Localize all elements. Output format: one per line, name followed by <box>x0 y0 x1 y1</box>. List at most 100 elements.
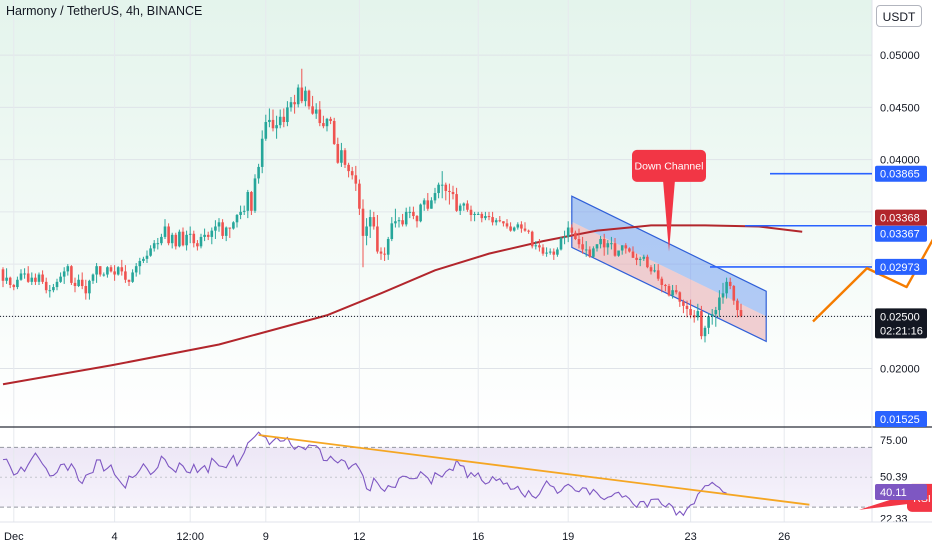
candle-body[interactable] <box>714 310 718 315</box>
candle-body[interactable] <box>228 227 232 229</box>
currency-unit-button[interactable]: USDT <box>876 5 922 27</box>
candle-body[interactable] <box>584 249 588 251</box>
candle-body[interactable] <box>214 226 217 231</box>
candle-body[interactable] <box>347 164 350 172</box>
candle-body[interactable] <box>84 286 88 294</box>
candle-body[interactable] <box>318 109 322 124</box>
candle-body[interactable] <box>365 226 368 236</box>
candle-body[interactable] <box>257 166 260 179</box>
candle-body[interactable] <box>620 245 624 251</box>
candle-body[interactable] <box>73 282 77 287</box>
candle-body[interactable] <box>656 270 660 279</box>
candle-body[interactable] <box>624 245 628 249</box>
candle-body[interactable] <box>516 224 520 228</box>
candle-body[interactable] <box>286 107 289 123</box>
candle-body[interactable] <box>120 267 124 272</box>
candle-body[interactable] <box>574 232 577 240</box>
candle-body[interactable] <box>458 205 462 211</box>
candle-body[interactable] <box>642 256 646 259</box>
candle-body[interactable] <box>1 269 5 281</box>
candle-body[interactable] <box>628 248 631 252</box>
candle-body[interactable] <box>260 138 264 167</box>
candle-body[interactable] <box>343 150 347 165</box>
candle-body[interactable] <box>541 247 545 254</box>
candle-body[interactable] <box>5 277 8 281</box>
candle-body[interactable] <box>59 276 62 282</box>
candle-body[interactable] <box>145 255 149 259</box>
candle-body[interactable] <box>404 211 408 225</box>
candle-body[interactable] <box>102 274 106 276</box>
candle-body[interactable] <box>160 236 163 244</box>
candle-body[interactable] <box>239 211 242 215</box>
candle-body[interactable] <box>559 237 563 250</box>
candle-body[interactable] <box>340 150 343 163</box>
candle-body[interactable] <box>671 290 674 296</box>
candle-body[interactable] <box>206 234 210 237</box>
candle-body[interactable] <box>271 119 275 129</box>
candle-body[interactable] <box>325 118 329 127</box>
candle-body[interactable] <box>401 220 404 225</box>
candle-body[interactable] <box>592 248 595 257</box>
candle-body[interactable] <box>613 243 617 256</box>
candle-body[interactable] <box>635 257 638 260</box>
candle-body[interactable] <box>167 226 170 244</box>
candle-body[interactable] <box>210 230 214 237</box>
candle-body[interactable] <box>631 251 635 258</box>
candle-body[interactable] <box>127 279 131 282</box>
candle-body[interactable] <box>44 281 48 291</box>
candle-body[interactable] <box>667 286 671 296</box>
candle-body[interactable] <box>602 239 606 248</box>
candle-body[interactable] <box>444 184 448 191</box>
candle-body[interactable] <box>275 125 278 129</box>
candle-body[interactable] <box>538 245 541 248</box>
candle-body[interactable] <box>336 143 340 163</box>
candle-body[interactable] <box>721 293 725 298</box>
candle-body[interactable] <box>588 249 592 257</box>
candle-body[interactable] <box>739 310 743 317</box>
candle-body[interactable] <box>106 267 109 275</box>
candle-body[interactable] <box>437 184 440 194</box>
candle-body[interactable] <box>660 278 664 285</box>
candle-body[interactable] <box>314 109 318 114</box>
candle-body[interactable] <box>430 200 433 209</box>
candle-body[interactable] <box>512 227 516 231</box>
candle-body[interactable] <box>415 216 419 222</box>
candle-body[interactable] <box>23 273 26 275</box>
candle-body[interactable] <box>16 279 19 288</box>
candle-body[interactable] <box>311 106 314 114</box>
candle-body[interactable] <box>368 217 372 227</box>
candle-body[interactable] <box>732 286 736 301</box>
candle-body[interactable] <box>700 311 703 337</box>
candle-body[interactable] <box>293 102 296 105</box>
candle-body[interactable] <box>52 287 55 291</box>
candle-body[interactable] <box>19 273 23 280</box>
candle-body[interactable] <box>412 211 415 217</box>
candle-body[interactable] <box>703 327 707 337</box>
candle-body[interactable] <box>26 273 30 282</box>
candle-body[interactable] <box>329 118 332 121</box>
candle-body[interactable] <box>138 260 142 267</box>
candle-body[interactable] <box>185 234 188 246</box>
candle-body[interactable] <box>66 266 70 272</box>
candle-body[interactable] <box>149 248 152 256</box>
candle-body[interactable] <box>556 249 559 255</box>
candle-body[interactable] <box>527 230 530 232</box>
candle-body[interactable] <box>397 220 401 222</box>
candle-body[interactable] <box>595 244 599 249</box>
candle-body[interactable] <box>88 280 91 294</box>
candle-body[interactable] <box>487 216 491 218</box>
candle-body[interactable] <box>131 272 134 282</box>
candle-body[interactable] <box>552 251 556 255</box>
candle-body[interactable] <box>440 184 444 186</box>
candle-body[interactable] <box>224 227 228 236</box>
candle-body[interactable] <box>163 226 167 237</box>
candle-body[interactable] <box>426 200 430 209</box>
candle-body[interactable] <box>350 171 354 176</box>
candle-body[interactable] <box>653 270 656 272</box>
candle-body[interactable] <box>300 87 304 102</box>
candle-body[interactable] <box>502 221 505 224</box>
candle-body[interactable] <box>509 226 512 231</box>
candle-body[interactable] <box>304 90 307 102</box>
candle-body[interactable] <box>725 281 728 294</box>
candle-body[interactable] <box>520 224 523 229</box>
